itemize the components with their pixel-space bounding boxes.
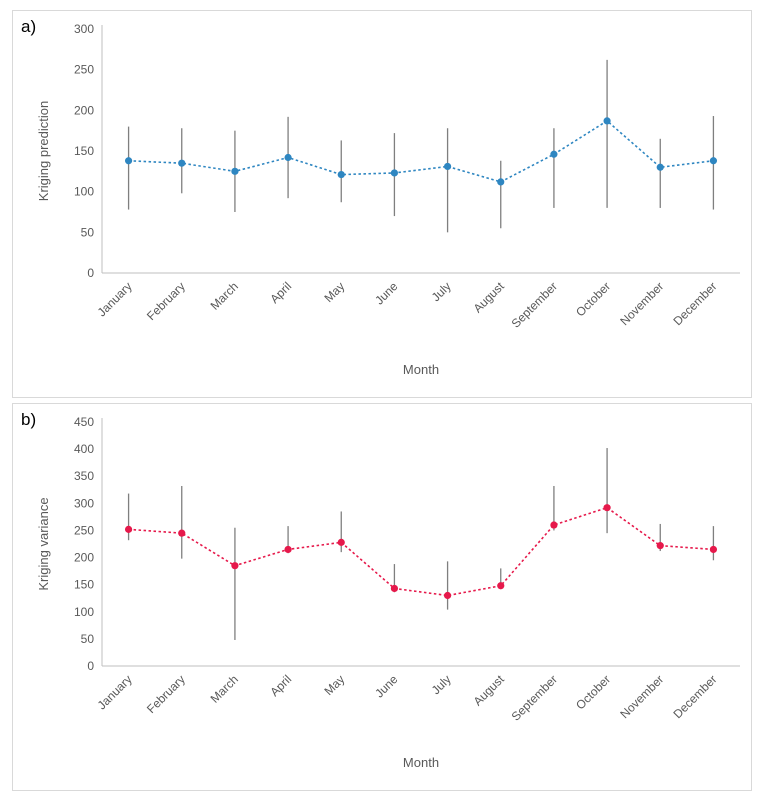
- x-tick-label: February: [144, 279, 188, 323]
- data-point: [337, 170, 345, 179]
- y-tick-label: 150: [74, 144, 94, 158]
- x-tick-label: September: [509, 672, 560, 723]
- data-point: [497, 178, 505, 186]
- data-point: [550, 150, 558, 158]
- data-point: [656, 542, 664, 550]
- y-axis-title: Kriging variance: [36, 497, 51, 590]
- data-point: [124, 157, 133, 165]
- data-point: [497, 582, 505, 590]
- data-point: [709, 157, 718, 165]
- data-point: [603, 117, 611, 125]
- data-point: [231, 167, 239, 175]
- x-tick-label: July: [429, 672, 454, 697]
- x-tick-label: May: [321, 279, 347, 305]
- y-tick-label: 50: [81, 632, 95, 646]
- x-tick-label: December: [670, 279, 719, 328]
- series-line: [128, 119, 714, 183]
- data-point: [390, 584, 399, 593]
- panel-label-a: a): [21, 17, 37, 36]
- data-point: [337, 538, 345, 546]
- x-tick-label: November: [617, 279, 666, 328]
- y-tick-label: 0: [87, 266, 94, 280]
- data-point: [178, 159, 186, 167]
- y-axis-title: Kriging prediction: [36, 101, 51, 201]
- series-line: [128, 506, 714, 597]
- chart-panel-b: b) 0 50 100 150 200 250 300 350 400 450 January Feb…: [12, 403, 752, 791]
- data-point: [443, 162, 452, 171]
- y-tick-label: 100: [74, 185, 94, 199]
- data-point: [284, 545, 292, 554]
- y-tick-label: 250: [74, 63, 94, 77]
- x-tick-label: August: [471, 672, 508, 709]
- chart-panel-a: a) 0 50 100 150 200 250 300 January February Marc…: [12, 10, 752, 398]
- x-tick-label: April: [267, 279, 294, 306]
- data-point: [178, 529, 186, 537]
- x-tick-label: June: [372, 672, 401, 701]
- y-tick-label: 200: [74, 103, 94, 117]
- y-tick-label: 200: [74, 551, 94, 565]
- y-tick-label: 0: [87, 659, 94, 673]
- x-tick-label: October: [573, 672, 613, 712]
- x-tick-label: April: [267, 672, 294, 699]
- chart-b-svg: 0 50 100 150 200 250 300 350 400 450 January Februa…: [36, 415, 740, 770]
- y-tick-label: 300: [74, 22, 94, 36]
- x-tick-label: September: [509, 279, 560, 330]
- x-tick-label: October: [573, 279, 613, 319]
- y-tick-label: 50: [81, 225, 95, 239]
- x-tick-label: January: [95, 279, 135, 319]
- x-tick-label: May: [321, 672, 347, 698]
- x-tick-label: March: [208, 672, 241, 705]
- y-tick-label: 150: [74, 578, 94, 592]
- y-tick-label: 400: [74, 442, 94, 456]
- data-point: [603, 504, 611, 512]
- y-tick-label: 300: [74, 496, 94, 510]
- data-point: [443, 591, 452, 600]
- data-point: [709, 545, 718, 554]
- data-point: [284, 153, 292, 162]
- y-tick-label: 100: [74, 605, 94, 619]
- chart-a-svg: 0 50 100 150 200 250 300 January February March Ap…: [36, 22, 740, 377]
- x-tick-label: November: [617, 672, 666, 721]
- y-tick-label: 450: [74, 415, 94, 429]
- x-tick-label: March: [208, 279, 241, 312]
- y-tick-label: 250: [74, 523, 94, 537]
- x-tick-label: June: [372, 279, 401, 308]
- x-tick-label: July: [429, 279, 454, 304]
- x-tick-label: August: [471, 279, 508, 316]
- x-tick-label: January: [95, 672, 135, 712]
- data-point: [656, 163, 664, 171]
- x-axis-title: Month: [403, 362, 439, 377]
- x-tick-label: February: [144, 672, 188, 716]
- panel-label-b: b): [21, 410, 37, 429]
- data-point: [390, 169, 399, 177]
- data-point: [231, 562, 239, 570]
- data-point: [124, 525, 133, 533]
- data-point: [550, 521, 558, 529]
- x-tick-label: December: [670, 672, 719, 721]
- x-axis-title: Month: [403, 755, 439, 770]
- y-tick-label: 350: [74, 469, 94, 483]
